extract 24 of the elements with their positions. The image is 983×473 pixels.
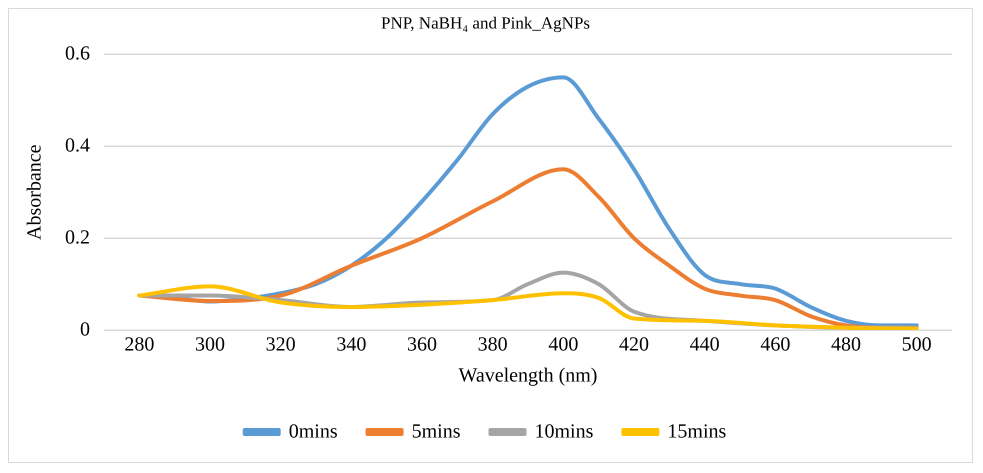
y-tick-label: 0.2	[65, 226, 90, 248]
x-axis-title: Wavelength (nm)	[458, 364, 598, 386]
y-tick-label: 0	[80, 318, 90, 340]
legend-label: 5mins	[412, 420, 461, 442]
x-tick-label: 380	[478, 333, 508, 356]
x-tick-label: 360	[407, 333, 437, 356]
legend-label: 15mins	[667, 420, 727, 442]
x-tick-label: 420	[619, 333, 649, 356]
x-tick-label: 440	[690, 333, 720, 356]
x-tick-label: 320	[266, 333, 296, 356]
chart-title: PNP, NaBH₄ and Pink_AgNPs	[380, 14, 590, 33]
y-tick-label: 0.6	[65, 42, 90, 65]
x-tick-label: 480	[831, 333, 861, 356]
x-tick-label: 460	[760, 333, 790, 356]
legend-label: 10mins	[534, 420, 594, 442]
y-axis-title: Absorbance	[23, 144, 46, 240]
x-tick-label: 500	[902, 333, 932, 356]
x-tick-label: 400	[548, 333, 578, 356]
x-tick-label: 280	[124, 333, 154, 356]
x-tick-label: 300	[195, 333, 225, 356]
x-tick-label: 340	[336, 333, 366, 356]
line-series	[137, 284, 919, 330]
y-tick-label: 0.4	[65, 134, 90, 157]
legend-label: 0mins	[288, 420, 338, 442]
